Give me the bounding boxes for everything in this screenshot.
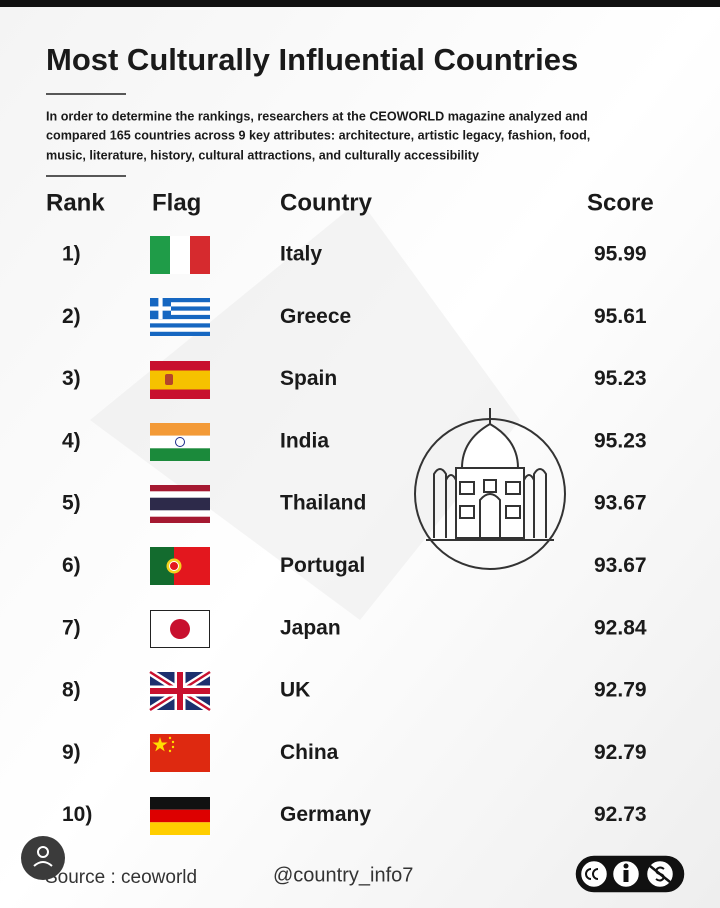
rank: 5): [62, 492, 81, 515]
score: 95.61: [594, 305, 647, 328]
score: 95.23: [594, 429, 647, 452]
column-header: Country: [280, 189, 373, 216]
taj-mahal-icon: [414, 408, 566, 570]
flag-spain: [150, 361, 210, 399]
column-header: Flag: [152, 189, 201, 216]
rank: 2): [62, 305, 81, 328]
country: Spain: [280, 367, 337, 390]
flag-portugal: [150, 547, 210, 585]
flag-china: [150, 734, 210, 772]
bg-shape: [90, 200, 520, 620]
source: Source : ceoworld: [45, 867, 197, 888]
rank: 6): [62, 554, 81, 577]
column-header: Score: [587, 189, 654, 216]
score: 93.67: [594, 492, 647, 515]
flag-italy: [150, 236, 210, 274]
license-icons: [575, 855, 685, 893]
score: 92.79: [594, 741, 647, 764]
handle: @country_info7: [273, 864, 413, 886]
score: 92.84: [594, 616, 647, 639]
country: Thailand: [280, 492, 366, 515]
flag-japan: [150, 610, 210, 648]
flag-germany: [150, 797, 210, 835]
country: Japan: [280, 616, 341, 639]
country: UK: [280, 679, 310, 702]
rank: 1): [62, 243, 81, 266]
rank: 8): [62, 679, 81, 702]
flag-uk: [148, 669, 212, 713]
score: 93.67: [594, 554, 647, 577]
title: Most Culturally Influential Countries: [46, 42, 578, 77]
country: Portugal: [280, 554, 365, 577]
score: 95.99: [594, 243, 647, 266]
rank: 4): [62, 429, 81, 452]
avatar-icon: [37, 846, 49, 858]
country: China: [280, 741, 339, 764]
top-bar: [0, 0, 720, 7]
flag-greece: [150, 298, 210, 336]
flag-india: [150, 423, 210, 461]
country: India: [280, 429, 329, 452]
description-line: In order to determine the rankings, rese…: [46, 109, 588, 123]
table-rows: 1) Italy 95.99 2) Greece 95.61 3) Spain 95.23 4) I…: [62, 243, 647, 827]
country: Italy: [280, 243, 322, 266]
rank: 7): [62, 616, 81, 639]
score: 92.79: [594, 679, 647, 702]
avatar-icon: [33, 861, 53, 867]
score: 92.73: [594, 803, 647, 826]
column-header: Rank: [46, 189, 105, 216]
description-line: compared 165 countries across 9 key attr…: [46, 128, 590, 142]
country: Greece: [280, 305, 351, 328]
country: Germany: [280, 803, 371, 826]
rank: 9): [62, 741, 81, 764]
description-line: music, literature, history, cultural att…: [46, 148, 479, 162]
rank: 3): [62, 367, 81, 390]
rank: 10): [62, 803, 92, 826]
score: 95.23: [594, 367, 647, 390]
flag-thailand: [150, 485, 210, 523]
